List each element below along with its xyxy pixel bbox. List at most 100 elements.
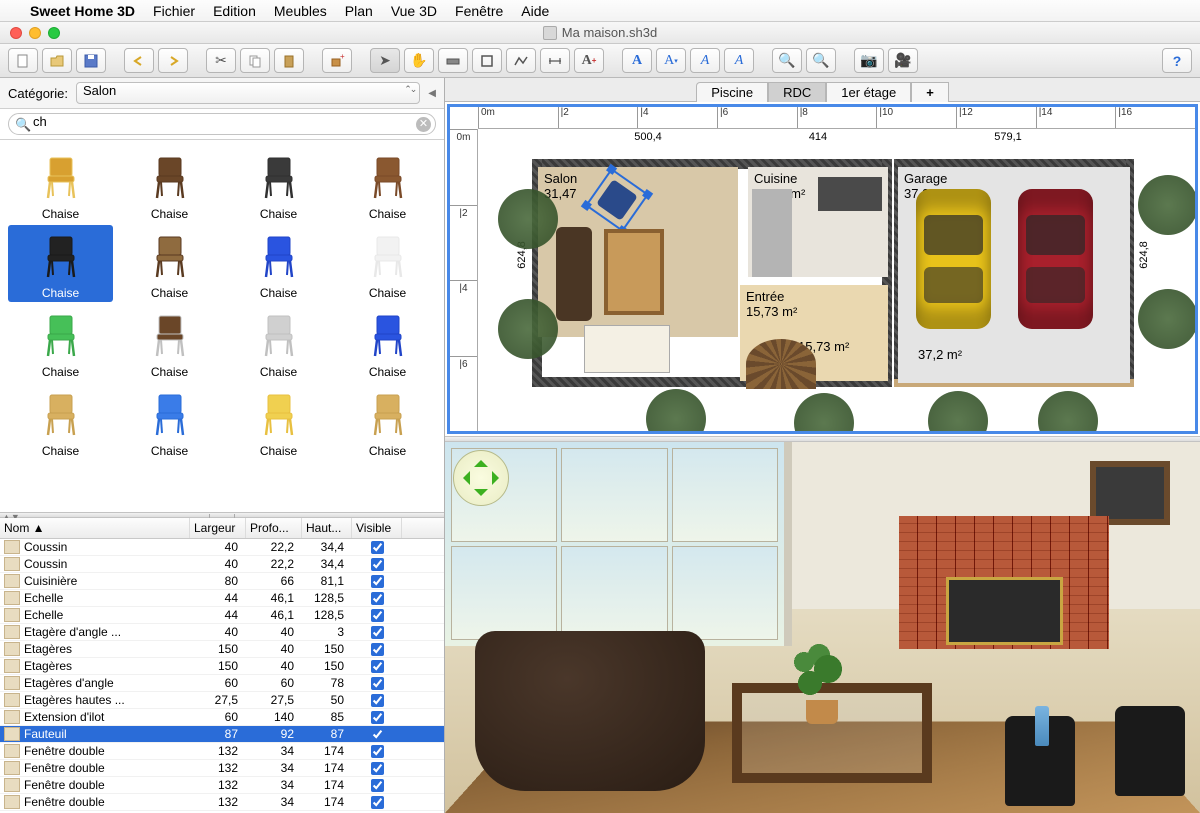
dimension-tool[interactable] [540,48,570,73]
row-visible-checkbox[interactable] [371,694,384,707]
row-visible-checkbox[interactable] [371,626,384,639]
3d-compass[interactable] [453,450,509,506]
copy-button[interactable] [240,48,270,73]
table-row[interactable]: Fenêtre double 132 34 174 [0,743,444,760]
catalog-item[interactable]: Chaise [8,225,113,302]
menu-aide[interactable]: Aide [521,3,549,19]
cut-button[interactable]: ✂ [206,48,236,73]
add-furniture-button[interactable]: + [322,48,352,73]
zoom-out-button[interactable]: 🔍 [806,48,836,73]
menu-plan[interactable]: Plan [345,3,373,19]
row-visible-checkbox[interactable] [371,558,384,571]
text-bold-button[interactable]: A [622,48,652,73]
tab-piscine[interactable]: Piscine [696,82,768,102]
col-width[interactable]: Largeur [190,518,246,538]
search-input[interactable] [33,114,411,129]
row-visible-checkbox[interactable] [371,796,384,809]
furniture-table[interactable]: Nom ▲ Largeur Profo... Haut... Visible C… [0,518,444,813]
open-button[interactable] [42,48,72,73]
table-row[interactable]: Echelle 44 46,1 128,5 [0,607,444,624]
catalog-item[interactable]: Chaise [335,225,440,302]
catalog-item[interactable]: Chaise [335,304,440,381]
app-name[interactable]: Sweet Home 3D [30,3,135,19]
catalog-item[interactable]: Chaise [117,383,222,460]
catalog-item[interactable]: Chaise [8,383,113,460]
catalog-item[interactable]: Chaise [226,146,331,223]
window-zoom-button[interactable] [48,27,60,39]
clear-search-icon[interactable]: ✕ [416,117,431,132]
tab-add[interactable]: + [911,82,949,102]
row-visible-checkbox[interactable] [371,728,384,741]
window-minimize-button[interactable] [29,27,41,39]
polyline-tool[interactable] [506,48,536,73]
catalog-item[interactable]: Chaise [335,146,440,223]
table-row[interactable]: Coussin 40 22,2 34,4 [0,539,444,556]
row-visible-checkbox[interactable] [371,677,384,690]
video-button[interactable]: 🎥 [888,48,918,73]
col-visible[interactable]: Visible [352,518,402,538]
table-row[interactable]: Fenêtre double 132 34 174 [0,794,444,811]
tab-1er-etage[interactable]: 1er étage [826,82,911,102]
table-row[interactable]: Etagères 150 40 150 [0,641,444,658]
text-size-down-button[interactable]: A▾ [656,48,686,73]
col-height[interactable]: Haut... [302,518,352,538]
tab-rdc[interactable]: RDC [768,82,826,102]
save-button[interactable] [76,48,106,73]
menu-fichier[interactable]: Fichier [153,3,195,19]
window-close-button[interactable] [10,27,22,39]
view-3d[interactable] [445,442,1200,813]
catalog-item[interactable]: Chaise [117,225,222,302]
undo-button[interactable] [124,48,154,73]
table-row[interactable]: Fauteuil 87 92 87 [0,726,444,743]
row-visible-checkbox[interactable] [371,643,384,656]
col-depth[interactable]: Profo... [246,518,302,538]
text-italic-button[interactable]: A [690,48,720,73]
select-tool[interactable]: ➤ [370,48,400,73]
table-row[interactable]: Etagères d'angle 60 60 78 [0,675,444,692]
collapse-catalog-icon[interactable]: ◀ [428,88,436,99]
menu-fenetre[interactable]: Fenêtre [455,3,503,19]
table-header[interactable]: Nom ▲ Largeur Profo... Haut... Visible [0,518,444,539]
redo-button[interactable] [158,48,188,73]
catalog-item[interactable]: Chaise [117,304,222,381]
row-visible-checkbox[interactable] [371,609,384,622]
row-visible-checkbox[interactable] [371,745,384,758]
catalog-item[interactable]: Chaise [8,146,113,223]
catalog-search[interactable]: 🔍 ✕ [8,113,436,135]
row-visible-checkbox[interactable] [371,762,384,775]
room-tool[interactable] [472,48,502,73]
col-name[interactable]: Nom ▲ [0,518,190,538]
row-visible-checkbox[interactable] [371,711,384,724]
table-row[interactable]: Fenêtre double 132 34 174 [0,777,444,794]
table-row[interactable]: Extension d'ilot 60 140 85 [0,709,444,726]
menu-edition[interactable]: Edition [213,3,256,19]
table-row[interactable]: Etagères 150 40 150 [0,658,444,675]
plan-view[interactable]: 0m|2|4|6|8|10|12|14|16 0m|2|4|6 500,4 41… [447,104,1198,434]
zoom-in-button[interactable]: 🔍 [772,48,802,73]
table-row[interactable]: Etagère d'angle ... 40 40 3 [0,624,444,641]
row-visible-checkbox[interactable] [371,779,384,792]
catalog-item[interactable]: Chaise [8,304,113,381]
table-row[interactable]: Coussin 40 22,2 34,4 [0,556,444,573]
row-visible-checkbox[interactable] [371,575,384,588]
catalog-item[interactable]: Chaise [335,383,440,460]
pan-tool[interactable]: ✋ [404,48,434,73]
text-tool[interactable]: A+ [574,48,604,73]
row-visible-checkbox[interactable] [371,592,384,605]
paste-button[interactable] [274,48,304,73]
text-size-up-button[interactable]: A [724,48,754,73]
row-visible-checkbox[interactable] [371,541,384,554]
new-button[interactable] [8,48,38,73]
help-button[interactable]: ? [1162,48,1192,73]
category-select[interactable]: Salon [76,82,420,104]
menu-meubles[interactable]: Meubles [274,3,327,19]
catalog-item[interactable]: Chaise [226,225,331,302]
catalog-item[interactable]: Chaise [226,304,331,381]
row-visible-checkbox[interactable] [371,660,384,673]
table-row[interactable]: Fenêtre double 132 34 174 [0,760,444,777]
menu-vue3d[interactable]: Vue 3D [391,3,437,19]
catalog-item[interactable]: Chaise [226,383,331,460]
table-row[interactable]: Echelle 44 46,1 128,5 [0,590,444,607]
plan-canvas[interactable]: 500,4 414 579,1 624,8 624,8 Salon31,47Cu… [478,129,1195,431]
photo-button[interactable]: 📷 [854,48,884,73]
